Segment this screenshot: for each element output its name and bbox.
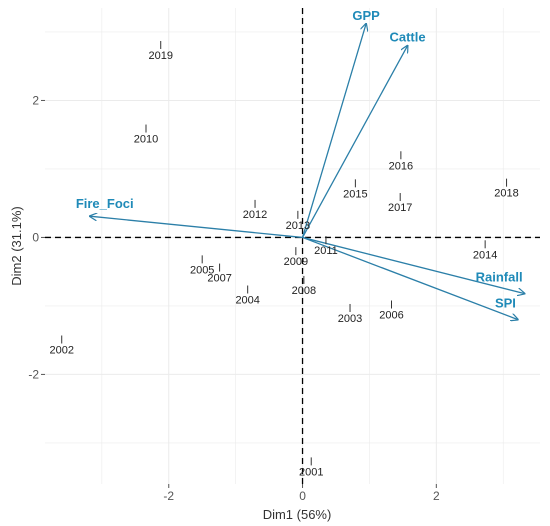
arrow-spi xyxy=(302,236,518,319)
point-label-2017: 2017 xyxy=(388,202,412,214)
arrow-fire-foci xyxy=(90,216,303,239)
arrow-cattle xyxy=(301,46,408,238)
point-label-2005: 2005 xyxy=(190,264,214,276)
arrow-label-gpp: GPP xyxy=(352,8,380,23)
point-label-2014: 2014 xyxy=(473,249,497,261)
arrow-rainfall xyxy=(302,236,525,293)
point-label-2019: 2019 xyxy=(148,50,172,62)
point-label-2012: 2012 xyxy=(243,209,267,221)
arrow-label-fire-foci: Fire_Foci xyxy=(76,196,134,211)
y-tick-label: 0 xyxy=(32,230,39,244)
y-tick-label: -2 xyxy=(28,367,39,381)
grid xyxy=(45,8,540,484)
x-axis-title: Dim1 (56%) xyxy=(263,507,332,522)
arrow-label-cattle: Cattle xyxy=(389,30,425,45)
arrow-gpp xyxy=(301,24,367,238)
point-label-2007: 2007 xyxy=(207,273,231,285)
variable-arrows: GPP Cattle Fire_Foci Rainfall SPI xyxy=(76,8,525,320)
arrow-label-spi: SPI xyxy=(495,296,516,311)
point-label-2015: 2015 xyxy=(343,188,367,200)
y-axis-title: Dim2 (31.1%) xyxy=(9,206,24,285)
axis-ticks: -2 0 2 -2 0 2 xyxy=(28,93,440,503)
year-points: 2001 2002 2003 2004 2005 2006 2007 2008 2009 2010… xyxy=(49,40,519,478)
arrow-label-rainfall: Rainfall xyxy=(476,270,523,285)
x-tick-label: 2 xyxy=(433,489,440,503)
point-label-2018: 2018 xyxy=(494,188,518,200)
reference-lines xyxy=(45,8,540,484)
point-label-2011: 2011 xyxy=(314,245,338,257)
point-label-2001: 2001 xyxy=(299,466,323,478)
x-tick-label: 0 xyxy=(299,489,306,503)
y-tick-label: 2 xyxy=(32,93,39,107)
point-label-2004: 2004 xyxy=(235,294,259,306)
point-label-2016: 2016 xyxy=(389,160,413,172)
x-tick-label: -2 xyxy=(163,489,174,503)
point-label-2010: 2010 xyxy=(134,134,158,146)
point-label-2006: 2006 xyxy=(379,310,403,322)
point-label-2003: 2003 xyxy=(338,313,362,325)
point-label-2002: 2002 xyxy=(49,344,73,356)
point-label-2009: 2009 xyxy=(284,256,308,268)
point-label-2013: 2013 xyxy=(286,220,310,232)
point-label-2008: 2008 xyxy=(292,285,316,297)
